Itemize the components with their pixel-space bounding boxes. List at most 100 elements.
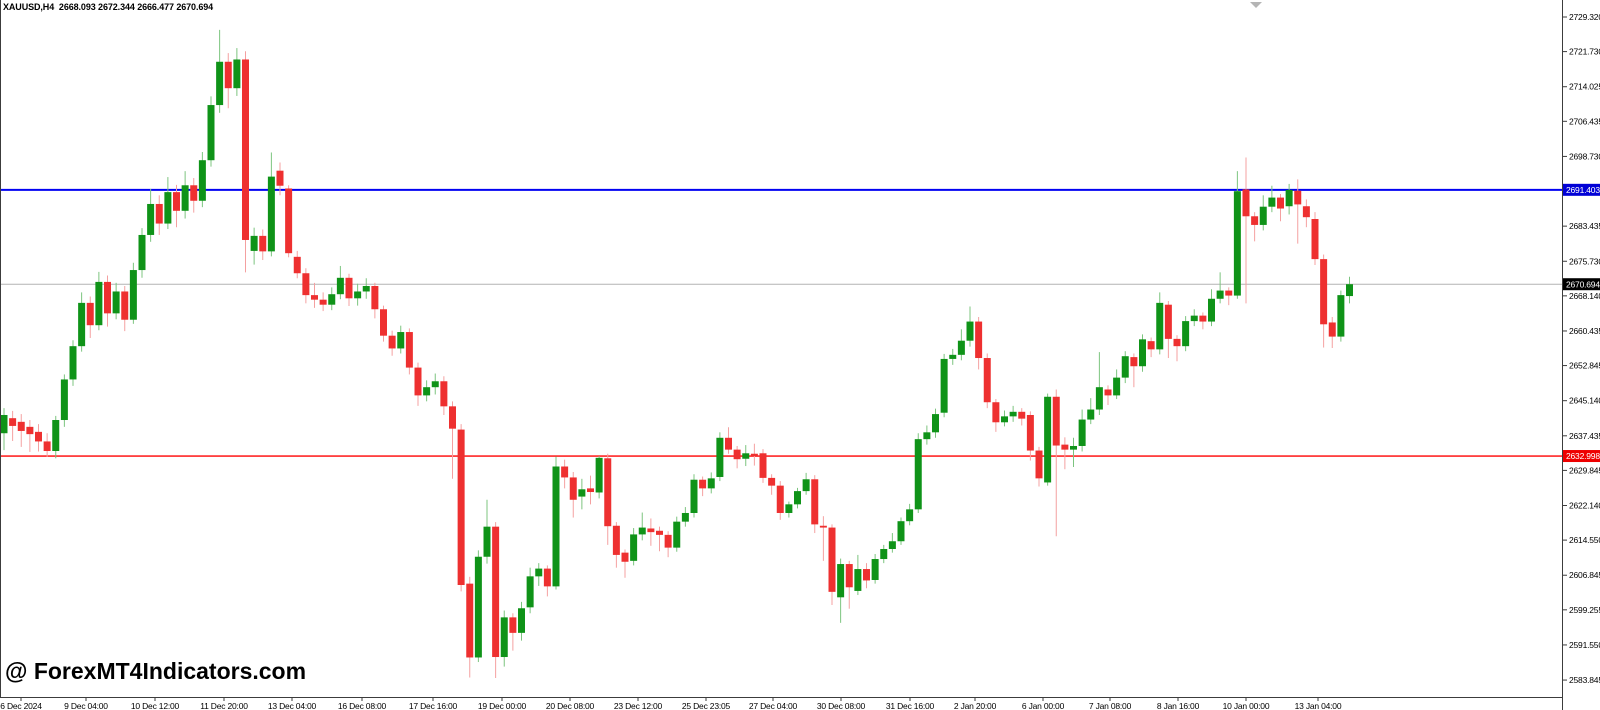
- candle: [423, 380, 431, 402]
- candle: [1078, 409, 1086, 452]
- candle: [86, 296, 94, 338]
- price-axis-label: 2591.550: [1569, 640, 1600, 650]
- candle: [621, 549, 629, 578]
- candle: [388, 330, 396, 356]
- candle: [604, 453, 612, 545]
- candle: [121, 286, 129, 332]
- candle: [1044, 393, 1052, 486]
- candle: [940, 353, 948, 418]
- candle: [1087, 398, 1095, 425]
- candle: [630, 528, 638, 566]
- price-tag-resistance-line: [1563, 183, 1600, 196]
- candle: [1242, 157, 1250, 304]
- candle: [1190, 309, 1198, 327]
- price-tag-label: 2670.694: [1566, 279, 1600, 289]
- time-axis-label: 10 Dec 12:00: [131, 701, 180, 710]
- price-axis-label: 2622.140: [1569, 501, 1600, 511]
- candle: [1216, 272, 1224, 304]
- candle: [397, 325, 405, 354]
- time-axis[interactable]: [0, 697, 1562, 710]
- candle: [1070, 437, 1077, 467]
- candle: [336, 265, 344, 300]
- time-axis-label: 13 Dec 04:00: [268, 701, 317, 710]
- price-axis-label: 2629.845: [1569, 465, 1600, 475]
- candle: [362, 278, 370, 299]
- price-axis-label: 2675.730: [1569, 256, 1600, 266]
- price-axis-label: 2683.435: [1569, 221, 1600, 231]
- candle: [819, 516, 827, 561]
- candle: [569, 471, 577, 518]
- candle: [380, 305, 387, 342]
- candle: [138, 228, 146, 278]
- candle: [725, 427, 732, 454]
- price-axis-label: 2698.730: [1569, 151, 1600, 161]
- candle: [1259, 195, 1267, 231]
- candle: [440, 376, 448, 415]
- price-axis-label: 2606.845: [1569, 570, 1600, 580]
- price-axis[interactable]: [1562, 0, 1600, 710]
- candle: [1199, 312, 1207, 330]
- candle: [190, 177, 198, 213]
- candle: [794, 487, 801, 509]
- candle: [466, 576, 474, 678]
- time-axis-label: 20 Dec 08:00: [546, 701, 595, 710]
- candle: [509, 613, 517, 651]
- time-axis-label: 31 Dec 16:00: [886, 701, 935, 710]
- candle: [768, 474, 776, 495]
- candle: [897, 517, 905, 545]
- candle: [1061, 437, 1069, 470]
- candle: [1337, 290, 1345, 342]
- candle: [1328, 317, 1336, 348]
- candle: [43, 433, 51, 457]
- candle: [1052, 389, 1060, 537]
- candle: [664, 531, 672, 558]
- time-axis-label: 25 Dec 23:05: [682, 701, 731, 710]
- candle: [863, 563, 870, 589]
- candle: [543, 565, 551, 597]
- chart-shift-triangle-icon[interactable]: [1250, 2, 1262, 8]
- candle: [914, 433, 922, 513]
- candle: [1225, 287, 1233, 306]
- candle: [1009, 405, 1017, 422]
- candle: [95, 271, 103, 331]
- price-tag-label: 2632.998: [1566, 451, 1600, 461]
- candle: [699, 476, 707, 497]
- candle: [612, 522, 620, 568]
- candle: [923, 425, 931, 445]
- candle: [975, 317, 983, 370]
- candle: [992, 399, 1000, 432]
- candle: [1173, 335, 1181, 362]
- candle: [1285, 183, 1293, 215]
- symbol-ohlc-readout: XAUUSD,H4 2668.093 2672.344 2666.477 267…: [3, 2, 214, 12]
- candles-series: [0, 29, 1353, 678]
- forexmt4indicators-watermark: @ ForexMT4Indicators.com: [5, 658, 307, 684]
- candle: [983, 353, 991, 409]
- candle: [319, 292, 327, 312]
- candle: [880, 544, 888, 564]
- candle: [354, 283, 362, 306]
- candle: [129, 262, 137, 324]
- time-axis-label: 13 Jan 04:00: [1295, 701, 1342, 710]
- candle: [561, 459, 569, 489]
- time-axis-label: 11 Dec 20:00: [200, 701, 248, 710]
- candle: [1302, 199, 1310, 228]
- time-axis-label: 16 Dec 08:00: [338, 701, 387, 710]
- candle: [802, 472, 810, 495]
- candle: [1095, 352, 1103, 415]
- price-tag-label: 2691.403: [1566, 185, 1600, 195]
- candle: [474, 550, 482, 663]
- candle: [52, 415, 60, 459]
- candle: [147, 188, 155, 242]
- candle: [198, 152, 206, 208]
- candle: [552, 456, 560, 590]
- candle: [845, 560, 853, 609]
- candle: [1346, 276, 1353, 304]
- candle: [1268, 185, 1276, 213]
- price-axis-label: 2652.845: [1569, 361, 1600, 371]
- price-axis-label: 2637.435: [1569, 431, 1600, 441]
- candle: [526, 567, 534, 614]
- time-axis-label: 10 Jan 00:00: [1223, 701, 1270, 710]
- candle: [518, 601, 525, 641]
- price-axis-label: 2668.140: [1569, 291, 1600, 301]
